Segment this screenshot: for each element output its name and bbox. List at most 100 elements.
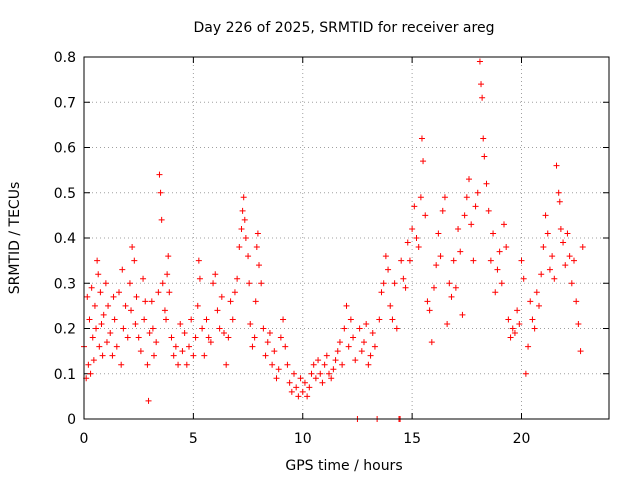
data-point [118,361,125,368]
data-point [522,370,529,377]
data-point [356,325,363,332]
data-point [308,370,315,377]
data-point [194,302,201,309]
data-point [551,275,558,282]
data-point [124,334,131,341]
data-point [195,257,202,264]
data-point [177,320,184,327]
data-point [148,298,155,305]
data-point [321,361,328,368]
data-point [254,230,261,237]
data-point [426,307,433,314]
y-tick-label: 0 [67,412,76,428]
data-point [210,280,217,287]
data-point [284,361,291,368]
data-point [328,375,335,382]
data-point [144,361,151,368]
data-point [380,280,387,287]
data-point [566,253,573,260]
data-point [99,352,106,359]
data-point [153,339,160,346]
data-point [376,316,383,323]
data-point [161,307,168,314]
x-tick-label: 15 [403,431,421,447]
y-tick-label: 0.3 [54,276,76,292]
y-tick-label: 0.2 [54,322,76,338]
data-point [249,343,256,350]
data-point [113,343,120,350]
data-point [190,352,197,359]
data-point [131,257,138,264]
data-point [199,325,206,332]
data-point [334,348,341,355]
data-point [481,153,488,160]
data-point [468,221,475,228]
data-point [264,339,271,346]
data-point [245,253,252,260]
data-point [560,239,567,246]
y-tick-label: 0.8 [54,50,76,66]
data-point [439,207,446,214]
data-point [109,352,116,359]
data-point [577,348,584,355]
data-point [192,334,199,341]
y-axis-title: SRMTID / TECUs [7,182,23,295]
data-point [341,325,348,332]
data-point [151,352,157,359]
data-point [507,334,514,341]
data-point [273,375,280,382]
data-point [142,298,149,305]
data-point [277,334,284,341]
data-point [205,334,212,341]
data-point [95,271,102,278]
data-point [94,257,101,264]
data-point [378,289,385,296]
data-point [260,325,267,332]
x-tick-label: 5 [189,431,198,447]
data-point [347,316,354,323]
data-point [470,257,477,264]
data-point [146,330,153,337]
data-point [227,298,234,305]
data-point [275,366,282,373]
data-point [196,275,203,282]
data-point [509,325,516,332]
data-point [137,348,144,355]
data-point [411,203,418,210]
tick-labels: 0 0.1 0.2 0.3 0.4 0.5 0.6 0.7 0.8 0 5 10 15 20 [54,50,531,447]
data-point [271,348,278,355]
data-point [474,189,481,196]
data-point [387,302,394,309]
data-point [459,311,466,318]
data-point [246,280,253,287]
data-point [527,298,534,305]
data-point [422,212,429,219]
data-point [288,388,295,395]
data-point [159,280,166,287]
data-point [452,284,459,291]
chart-title: Day 226 of 2025, SRMTID for receiver are… [194,20,495,36]
data-point [418,135,425,142]
data-point [223,361,230,368]
data-point [450,257,457,264]
data-point [461,212,468,219]
data-point [304,393,311,400]
data-point [310,361,317,368]
data-point [571,257,577,264]
data-point [516,320,523,327]
x-tick-label: 20 [513,431,531,447]
data-point [531,325,538,332]
data-point [505,316,512,323]
data-point [428,339,435,346]
data-point [172,343,179,350]
data-point [542,212,549,219]
data-point [568,280,575,287]
data-point [84,293,91,300]
data-point [336,339,343,346]
data-point [179,348,186,355]
data-point [330,366,337,373]
data-point [446,280,453,287]
data-point [212,271,219,278]
data-point [367,352,374,359]
